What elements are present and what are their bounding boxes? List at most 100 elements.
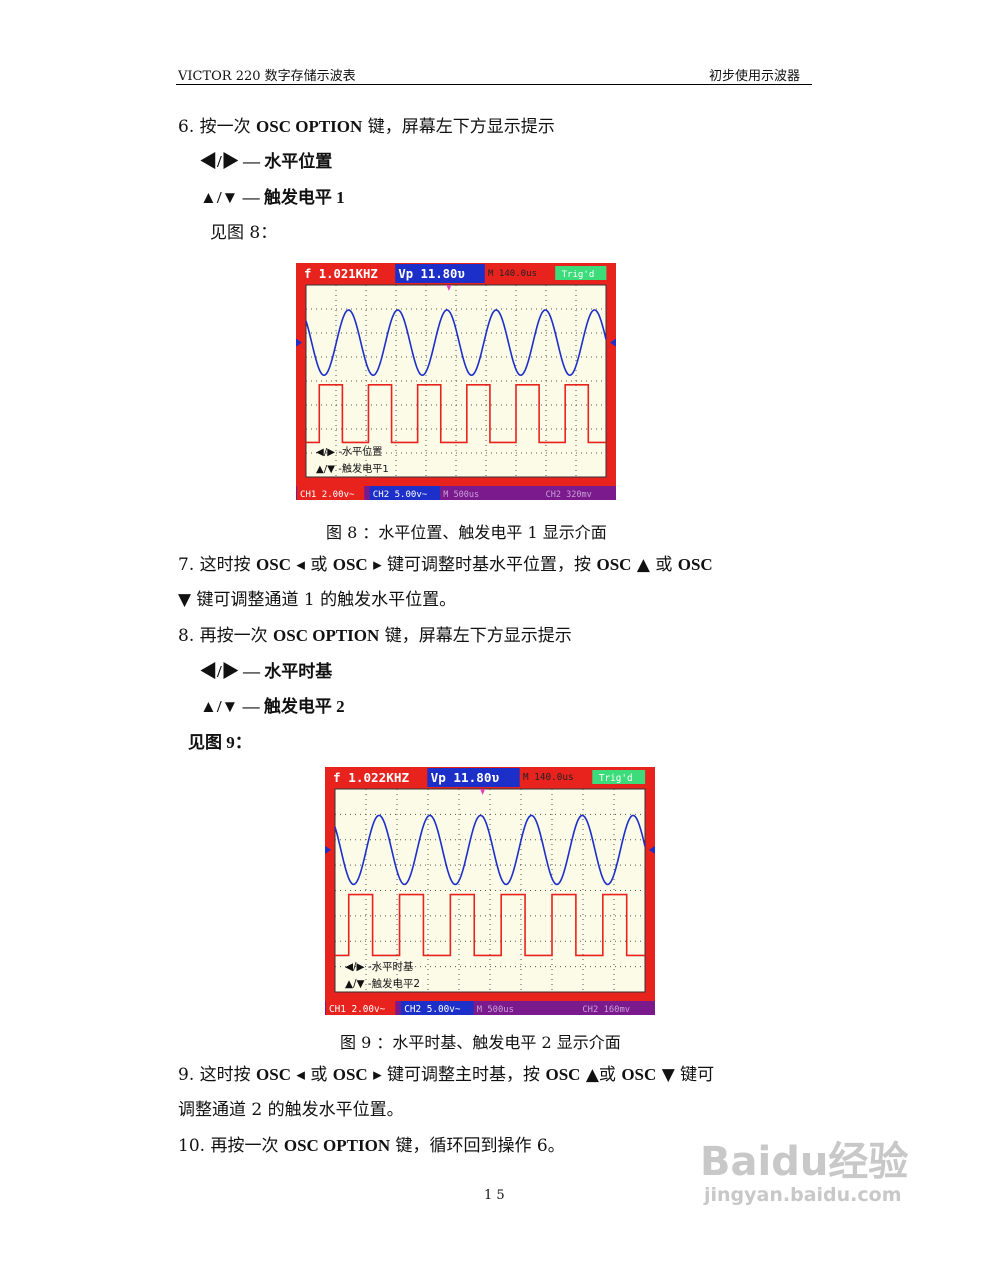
- ch1-scale-box: [297, 486, 365, 500]
- ch2-scale: CH2 5.00v~: [373, 490, 428, 500]
- ch2-scale-box: [400, 1001, 474, 1015]
- hint-horizontal: ◀/▶ -水平时基: [345, 960, 414, 973]
- trigger-status-box: [592, 770, 646, 784]
- trigger-status: Trig'd: [599, 773, 633, 784]
- ch2-scale: CH2 5.00v~: [404, 1004, 461, 1015]
- trigger-status-box: [555, 266, 607, 280]
- figure-9-oscilloscope-screen: f 1.022KHZ Vp 11.80υ M 140.0us Trig'd ◀/▶ -水…: [325, 767, 655, 1015]
- trigger-level: CH2 320mv: [546, 490, 592, 500]
- text: ▲或: [580, 1065, 622, 1085]
- vpp-box: [427, 768, 520, 787]
- timebase: M 500us: [477, 1005, 514, 1015]
- frequency-box: [327, 768, 426, 787]
- watermark-brand: Baidu经验: [700, 1139, 909, 1185]
- frequency-box: [298, 264, 394, 283]
- figure-8-oscilloscope-screen: f 1.021KHZ Vp 11.80υ M 140.0us Trig'd ◀/▶ -水…: [296, 263, 616, 500]
- ch1-scale-box: [326, 1001, 396, 1015]
- text: 9. 这时按: [178, 1065, 257, 1085]
- bold-text: OSC OPTION: [273, 626, 380, 645]
- text: ▼ 键可调整通道 1 的触发水平位置。: [178, 590, 457, 610]
- text-line: 见图 8：: [210, 223, 277, 243]
- bold-text: OSC: [596, 555, 632, 574]
- text-line: ▼ 键可调整通道 1 的触发水平位置。: [178, 590, 456, 610]
- trigger-level: CH2 160mv: [582, 1005, 630, 1015]
- ch1-level-marker-left: [325, 921, 331, 930]
- ch1-scale: CH1 2.00v~: [329, 1004, 386, 1015]
- ch1-scale: CH1 2.00v~: [300, 490, 355, 500]
- figure-9-caption: 图 9 ：水平时基、触发电平 2 显示介面: [340, 1033, 621, 1052]
- text-line: 9. 这时按 OSC ◂ 或 OSC ▸ 键可调整主时基，按 OSC ▲或 OS…: [178, 1065, 714, 1085]
- ch2-level-marker-left: [296, 338, 302, 347]
- trigger-position-marker: [446, 285, 452, 291]
- text: 10. 再按一次: [178, 1136, 284, 1156]
- vpp-box: [395, 264, 485, 283]
- text-line: ◀/▶ — 水平时基: [200, 662, 332, 682]
- text-line: 7. 这时按 OSC ◂ 或 OSC ▸ 键可调整时基水平位置，按 OSC ▲ …: [178, 555, 713, 575]
- text: 键，屏幕左下方显示提示: [362, 117, 555, 137]
- ch1-level-marker-left: [296, 409, 302, 418]
- header-right: 初步使用示波器: [709, 69, 801, 84]
- bold-text: OSC: [545, 1065, 581, 1084]
- text: 8. 再按一次: [178, 626, 274, 646]
- ch1-level-marker-right: [649, 921, 655, 930]
- text-line: 调整通道 2 的触发水平位置。: [178, 1100, 404, 1120]
- text-line: 10. 再按一次 OSC OPTION 键，循环回到操作 6。: [178, 1136, 565, 1156]
- ch1-square-waveform: [306, 384, 606, 444]
- watermark-url: jingyan.baidu.com: [704, 1184, 902, 1206]
- header-left: VICTOR 220 数字存储示波表: [178, 69, 356, 84]
- bold-text: ▲/▼ — 触发电平 1: [200, 188, 345, 207]
- text: 6. 按一次: [178, 117, 257, 137]
- text: ◂ 或: [291, 555, 333, 575]
- bold-text: ◀/▶ — 水平位置: [200, 152, 333, 171]
- time-readout: M 140.0us: [488, 269, 537, 279]
- text: 见图 8：: [210, 223, 278, 243]
- bold-text: 见图 9：: [188, 733, 252, 752]
- header-rule: [176, 84, 812, 85]
- bold-text: OSC OPTION: [283, 1136, 391, 1155]
- text: ◂ 或: [291, 1065, 333, 1085]
- bold-text: ◀/▶ — 水平时基: [200, 662, 333, 681]
- bold-text: OSC: [332, 1065, 368, 1084]
- hint-trigger-level: ▲/▼ -触发电平2: [345, 977, 420, 990]
- text: ▸ 键可调整时基水平位置，按: [367, 555, 597, 575]
- page-number: 1 5: [484, 1188, 505, 1203]
- text: 键，屏幕左下方显示提示: [379, 626, 572, 646]
- text: ▸ 键可调整主时基，按: [367, 1065, 546, 1085]
- ch2-scale-box: [369, 486, 440, 500]
- text-line: 见图 9：: [188, 733, 252, 753]
- bold-text: OSC: [621, 1065, 657, 1084]
- bold-text: OSC: [256, 555, 291, 574]
- frequency-readout: f 1.021KHZ: [304, 267, 378, 281]
- text-line: ▲/▼ — 触发电平 2: [200, 697, 345, 717]
- baidu-watermark: Baidu经验 jingyan.baidu.com: [700, 1140, 908, 1206]
- text: 7. 这时按: [178, 555, 257, 575]
- trigger-status: Trig'd: [562, 270, 595, 280]
- text: 键，循环回到操作 6。: [390, 1136, 565, 1156]
- ch2-sine-waveform: [305, 309, 607, 377]
- ch2-level-marker-left: [325, 845, 331, 854]
- ch2-level-marker-right: [610, 338, 616, 347]
- ch1-level-marker-right: [610, 409, 616, 418]
- bold-text: OSC: [256, 1065, 291, 1084]
- ch1-square-waveform: [335, 893, 645, 957]
- text: ▼ 键可: [656, 1065, 715, 1085]
- bold-text: ▲/▼ — 触发电平 2: [200, 697, 345, 716]
- vpp-readout: Vp 11.80υ: [431, 770, 500, 785]
- hint-horizontal: ◀/▶ -水平位置: [316, 445, 382, 458]
- text: 调整通道 2 的触发水平位置。: [178, 1100, 404, 1120]
- ch2-level-marker-right: [649, 845, 655, 854]
- ch2-sine-waveform: [334, 814, 646, 886]
- bold-text: OSC: [332, 555, 368, 574]
- figure-8-caption: 图 8 ：水平位置、触发电平 1 显示介面: [326, 523, 607, 542]
- hint-trigger-level: ▲/▼ -触发电平1: [316, 462, 389, 475]
- bold-text: OSC: [677, 555, 713, 574]
- text-line: ▲/▼ — 触发电平 1: [200, 188, 345, 208]
- text-line: 8. 再按一次 OSC OPTION 键，屏幕左下方显示提示: [178, 626, 572, 646]
- timebase: M 500us: [443, 490, 479, 500]
- text-line: ◀/▶ — 水平位置: [200, 152, 332, 172]
- time-readout: M 140.0us: [523, 772, 574, 783]
- text: ▲ 或: [631, 555, 678, 575]
- bold-text: OSC OPTION: [256, 117, 363, 136]
- frequency-readout: f 1.022KHZ: [333, 770, 409, 785]
